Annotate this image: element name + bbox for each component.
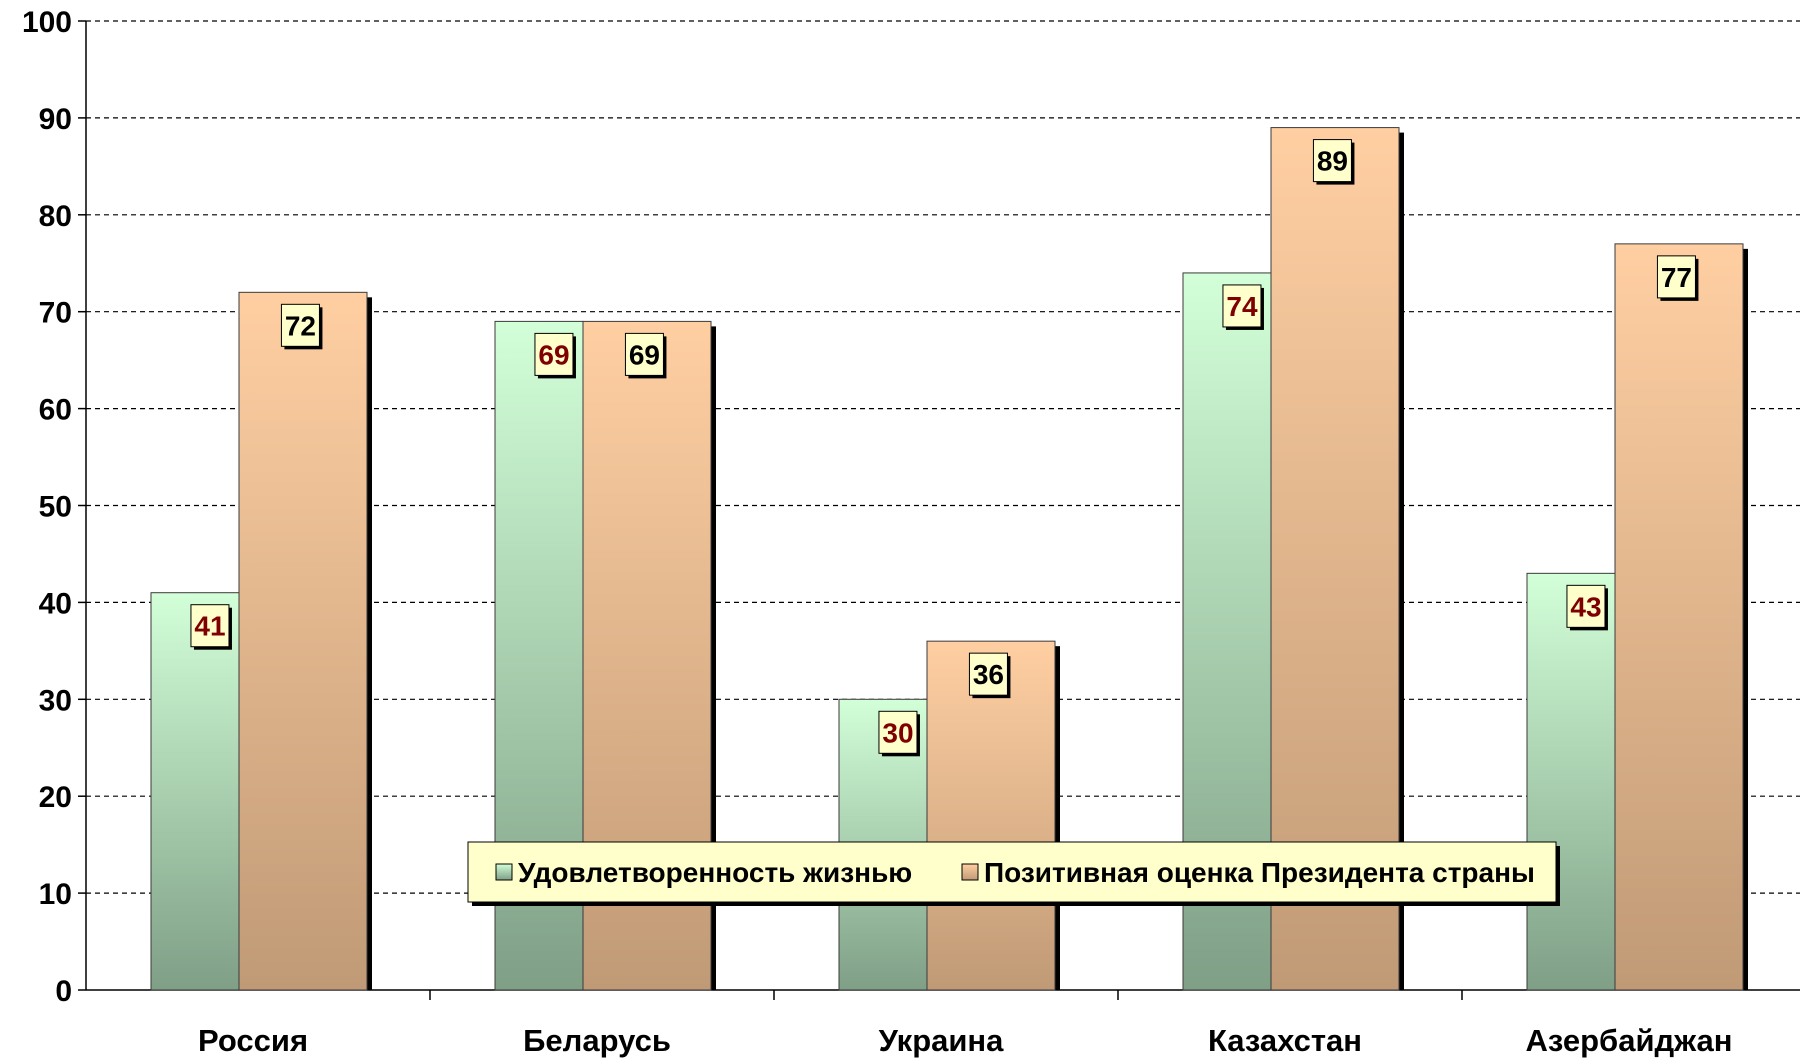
- bar-series-1: [1526, 572, 1616, 991]
- data-label-series-1: 41: [194, 611, 225, 642]
- y-tick-label: 100: [22, 6, 72, 39]
- x-tick-label: Украина: [879, 1023, 1005, 1058]
- legend-label-series-2: Позитивная оценка Президента страны: [984, 857, 1535, 888]
- data-label-box: [1656, 255, 1696, 299]
- data-label-box: [534, 332, 574, 376]
- data-label-series-1: 74: [1226, 291, 1258, 322]
- y-tick-label: 40: [39, 587, 72, 620]
- legend-label-series-1: Удовлетворенность жизнью: [518, 857, 912, 888]
- legend-box: [467, 841, 1557, 903]
- data-label-box: [1222, 284, 1262, 328]
- y-tick-label: 70: [39, 297, 72, 330]
- data-label-series-1: 30: [882, 717, 913, 748]
- bar-series-1: [150, 592, 240, 991]
- data-label-series-2: 89: [1317, 146, 1348, 177]
- bar-series-2: [926, 640, 1056, 991]
- data-label-box: [1312, 139, 1352, 183]
- x-tick-label: Россия: [198, 1023, 308, 1058]
- y-tick-label: 30: [39, 684, 72, 717]
- data-label-series-1: 69: [538, 339, 569, 370]
- y-tick-label: 10: [39, 878, 72, 911]
- y-tick-label: 50: [39, 491, 72, 524]
- data-label-box: [968, 652, 1008, 696]
- axes: 0 10 20 30 40 50 60 70 80 90 100 Россия Беларусь Укра…: [22, 6, 1800, 1058]
- data-label-box: [280, 303, 320, 347]
- data-label-series-2: 69: [629, 339, 660, 370]
- data-label-box: [1566, 584, 1606, 628]
- data-label-series-2: 36: [973, 659, 1004, 690]
- x-tick-label: Казахстан: [1208, 1023, 1362, 1058]
- legend-swatch-series-2: [961, 863, 979, 881]
- data-label-series-2: 77: [1661, 262, 1692, 293]
- bar-series-2: [1614, 243, 1744, 991]
- data-labels: 41 72 69 69 30 36 74 89 43 77: [190, 139, 1699, 757]
- y-tick-label: 20: [39, 781, 72, 814]
- y-tick-label: 0: [55, 975, 72, 1008]
- y-tick-label: 90: [39, 103, 72, 136]
- data-label-series-1: 43: [1570, 591, 1601, 622]
- legend: Удовлетворенность жизнью Позитивная оценк…: [467, 841, 1560, 906]
- data-label-box: [190, 604, 230, 648]
- x-tick-label: Беларусь: [523, 1023, 671, 1058]
- x-tick-label: Азербайджан: [1525, 1023, 1732, 1058]
- y-tick-label: 60: [39, 394, 72, 427]
- data-label-box: [878, 710, 918, 754]
- bar-series-2: [238, 291, 368, 991]
- data-label-box: [624, 332, 664, 376]
- legend-swatch-series-1: [495, 863, 513, 881]
- data-label-series-2: 72: [285, 310, 316, 341]
- y-tick-label: 80: [39, 200, 72, 233]
